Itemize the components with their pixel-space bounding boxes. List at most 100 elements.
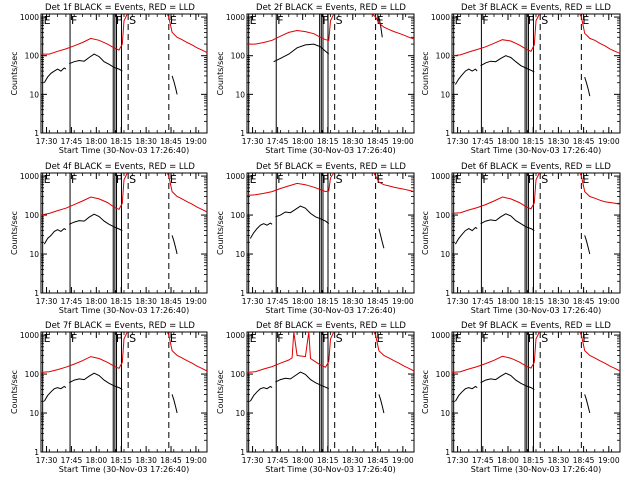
panel-4-xtick-label: 18:00 [86,297,108,306]
panel-6-marker-label: E [582,173,589,186]
panel-7-marker-label: S [129,332,136,345]
panel-9-xtick-label: 18:30 [548,456,570,465]
panel-6-series-events [454,226,478,245]
panel-8-frame [246,331,415,453]
panel-5-marker-label: E [377,173,384,186]
panel-2-xtick-label: 18:00 [292,137,314,146]
panel-5-ytick-label: 10 [235,250,245,259]
panel-2-xtick-label: 19:00 [392,137,414,146]
panel-4-xtick-label: 18:30 [135,297,157,306]
panel-7-marker-label: E [44,332,51,345]
panel-4-series-lld [166,172,208,213]
panel-6-frame [451,172,621,294]
panel-1-xtick-label: 19:00 [185,137,207,146]
panel-4-series-lld [40,172,128,216]
panel-2-marker-label: E [377,14,384,27]
panel-3-series-lld [579,13,621,54]
panel-8-ytick-label: 100 [231,370,246,379]
panel-9-xlabel: Start Time (30-Nov-03 17:26:40) [471,465,601,474]
panel-3-ytick-label: 1000 [431,13,450,22]
panel-5-marker-label: F [322,173,328,186]
panel-7-xtick-label: 18:00 [86,456,108,465]
panel-9-ylabel: Counts/sec [421,370,430,414]
panel-1-marker-label: S [129,14,136,27]
panel-6-series-lld [579,172,621,205]
panel-2-series-lld [371,13,415,40]
panel-7-series-lld [40,331,128,373]
panel-7-frame [40,331,208,453]
panel-6-ytick-label: 1 [445,289,450,298]
panel-8-marker-label: E [250,332,257,345]
panel-6-series-lld [451,172,540,214]
panel-5-xtick-label: 18:30 [342,297,364,306]
panel-5-xtick-label: 19:00 [392,297,414,306]
panel-4-marker-label: S [129,173,136,186]
panel-8-marker-label: F [322,332,328,345]
panel-8-marker-label: E [377,332,384,345]
panel-title-4: Det 4f BLACK = Events, RED = LLD [45,162,195,172]
panel-3-series-events [480,55,535,73]
panel-1-series-events [171,75,178,95]
panel-1-series-lld [41,13,128,55]
panel-4-xlabel: Start Time (30-Nov-03 17:26:40) [59,306,189,315]
panel-1-xtick-label: 17:45 [61,137,83,146]
panel-6-xtick-label: 18:45 [573,297,595,306]
panel-7-xtick-label: 19:00 [185,456,207,465]
panel-7-xtick-label: 17:45 [61,456,83,465]
panel-8-ylabel: Counts/sec [216,370,225,414]
panel-3-series-events [454,68,478,85]
panel-3-marker-label: F [482,14,488,27]
panel-1-ytick-label: 10 [29,90,39,99]
panel-1-series-lld [166,13,208,54]
panel-2-series-lld [247,13,335,45]
panel-1-marker-label: E [170,14,177,27]
panel-3-series-lld [451,13,540,57]
panel-5-ytick-label: 1000 [226,172,245,181]
panel-7-xtick-label: 17:30 [36,456,58,465]
panel-title-7: Det 7f BLACK = Events, RED = LLD [45,321,195,331]
panel-5-xtick-label: 17:45 [267,297,289,306]
panel-8-ytick-label: 1000 [226,331,245,340]
panel-title-1: Det 1f BLACK = Events, RED = LLD [45,3,195,13]
panel-9-series-events [454,385,478,402]
panel-2-ytick-label: 10 [235,90,245,99]
panel-8-xtick-label: 17:30 [242,456,264,465]
panel-3-xtick-label: 17:45 [472,137,494,146]
panel-2-marker-label: E [250,14,257,27]
panel-1-xtick-label: 17:30 [36,137,58,146]
panel-9-ytick-label: 100 [436,370,451,379]
panel-2-xtick-label: 18:30 [342,137,364,146]
panel-8-xtick-label: 19:00 [392,456,414,465]
panel-2-marker-label: S [336,14,343,27]
panel-title-9: Det 9f BLACK = Events, RED = LLD [461,321,611,331]
panel-1-xtick-label: 18:45 [160,137,182,146]
panel-2-marker-label: F [322,14,328,27]
panel-7-series-events [171,394,178,414]
panel-4-xtick-label: 17:45 [61,297,83,306]
panel-4-ylabel: Counts/sec [10,211,19,255]
panel-5-ylabel: Counts/sec [216,211,225,255]
panel-6-marker-label: E [455,173,462,186]
panel-6-ytick-label: 1000 [431,172,450,181]
panel-8-xtick-label: 18:15 [317,456,339,465]
panel-7-ylabel: Counts/sec [10,370,19,414]
panel-5-xtick-label: 18:45 [367,297,389,306]
panel-6-marker-label: F [528,173,534,186]
panel-4-marker-label: F [116,173,122,186]
panel-3-frame [451,13,621,134]
panel-5-xtick-label: 18:15 [317,297,339,306]
panel-3-marker-label: F [528,14,534,27]
panel-6-ylabel: Counts/sec [421,211,430,255]
panel-6-marker-label: S [541,173,548,186]
panel-2-ylabel: Counts/sec [216,51,225,95]
panel-7-xtick-label: 18:15 [110,456,132,465]
panel-3-series-events [584,76,591,97]
panel-8-series-events [378,394,385,414]
panel-4-series-events [68,213,123,232]
panel-3-xtick-label: 18:30 [548,137,570,146]
panel-title-8: Det 8f BLACK = Events, RED = LLD [256,321,406,331]
panel-7-ytick-label: 100 [25,370,40,379]
panel-4-marker-label: E [44,173,51,186]
panel-2-ytick-label: 1 [240,129,245,138]
